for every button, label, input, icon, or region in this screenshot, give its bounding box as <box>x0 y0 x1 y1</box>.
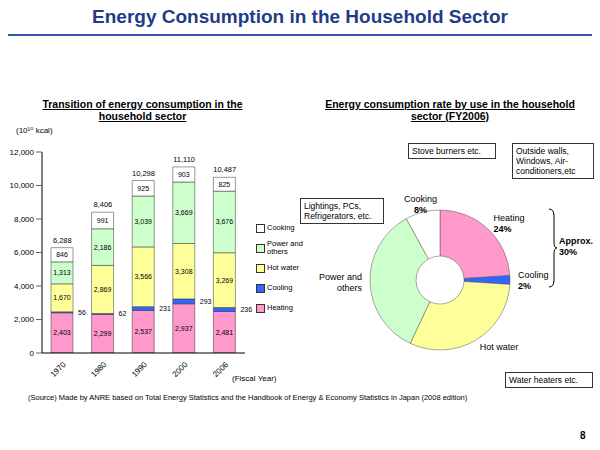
svg-text:1,670: 1,670 <box>53 294 71 301</box>
html-text:(10¹⁰ kcal): (10¹⁰ kcal) <box>16 126 53 135</box>
html-text:(Source) Made by ANRE based on: (Source) Made by ANRE based on Total Ene… <box>28 393 468 402</box>
html-text:Heating: Heating <box>267 303 293 312</box>
svg-text:991: 991 <box>97 217 109 224</box>
html-text:(Fiscal Year): (Fiscal Year) <box>232 374 277 383</box>
html-text:Energy Consumption in the Hous: Energy Consumption in the Household Sect… <box>92 6 508 27</box>
svg-text:293: 293 <box>200 298 212 305</box>
svg-text:Cooling2%: Cooling2% <box>518 270 549 291</box>
svg-text:4,000: 4,000 <box>14 282 35 291</box>
svg-text:10,487: 10,487 <box>213 165 236 174</box>
svg-text:10,298: 10,298 <box>132 169 155 178</box>
html-text:Approx. 30%: Approx. 30% <box>559 236 593 257</box>
svg-text:2,403: 2,403 <box>53 329 71 336</box>
html-text:Cooking: Cooking <box>267 223 295 232</box>
svg-text:2,537: 2,537 <box>134 328 152 335</box>
svg-text:903: 903 <box>178 171 190 178</box>
svg-text:825: 825 <box>219 181 231 188</box>
svg-text:Cooking8%: Cooking8% <box>404 194 437 215</box>
svg-text:2000: 2000 <box>171 360 190 379</box>
svg-text:12,000: 12,000 <box>10 148 35 157</box>
svg-text:3,676: 3,676 <box>216 218 234 225</box>
html-text:Power and others: Power and others <box>267 239 303 256</box>
svg-text:236: 236 <box>240 306 252 313</box>
html-text:Transition of energy consumpti: Transition of energy consumption in the … <box>42 98 243 122</box>
svg-text:1980: 1980 <box>89 360 108 379</box>
svg-text:10,000: 10,000 <box>10 181 35 190</box>
svg-text:6,288: 6,288 <box>53 236 72 245</box>
svg-text:3,566: 3,566 <box>134 273 152 280</box>
html-text:Stove burners etc.: Stove burners etc. <box>412 146 481 156</box>
svg-text:3,669: 3,669 <box>175 209 193 216</box>
html-text:Outside walls, Windows, Air-co: Outside walls, Windows, Air-conditioners… <box>516 146 576 176</box>
svg-text:Hot water: Hot water <box>480 342 519 352</box>
svg-text:925: 925 <box>137 185 149 192</box>
svg-text:2,000: 2,000 <box>14 315 35 324</box>
svg-text:62: 62 <box>119 310 127 317</box>
html-text:Hot water: Hot water <box>267 263 300 272</box>
svg-text:0: 0 <box>30 349 35 358</box>
svg-text:1,313: 1,313 <box>53 269 71 276</box>
svg-text:1970: 1970 <box>49 360 68 379</box>
svg-text:56: 56 <box>78 309 86 316</box>
svg-text:3,308: 3,308 <box>175 268 193 275</box>
html-text:Cooling: Cooling <box>267 283 293 292</box>
svg-text:11,110: 11,110 <box>173 155 195 164</box>
svg-text:2,869: 2,869 <box>94 286 112 293</box>
html-text:Lightings, PCs, Refrigerators,: Lightings, PCs, Refrigerators, etc. <box>304 201 372 221</box>
svg-text:6,000: 6,000 <box>14 248 35 257</box>
svg-text:1990: 1990 <box>130 360 149 379</box>
html-text:Energy consumption rate by use: Energy consumption rate by use in the ho… <box>325 98 575 122</box>
svg-text:2006: 2006 <box>211 360 230 379</box>
svg-text:2,299: 2,299 <box>94 330 112 337</box>
svg-text:231: 231 <box>159 305 171 312</box>
svg-text:8,000: 8,000 <box>14 215 35 224</box>
svg-text:Power andothers: Power andothers <box>319 272 363 293</box>
html-text:8: 8 <box>580 430 586 441</box>
svg-text:2,186: 2,186 <box>94 244 112 251</box>
svg-text:8,406: 8,406 <box>94 200 113 209</box>
svg-text:3,269: 3,269 <box>216 277 234 284</box>
svg-text:2,937: 2,937 <box>175 325 193 332</box>
svg-text:3,039: 3,039 <box>134 218 152 225</box>
svg-text:Heating24%: Heating24% <box>493 213 524 234</box>
svg-text:2,481: 2,481 <box>216 329 234 336</box>
html-text:Water heaters etc.: Water heaters etc. <box>509 375 579 385</box>
svg-text:846: 846 <box>56 251 68 258</box>
